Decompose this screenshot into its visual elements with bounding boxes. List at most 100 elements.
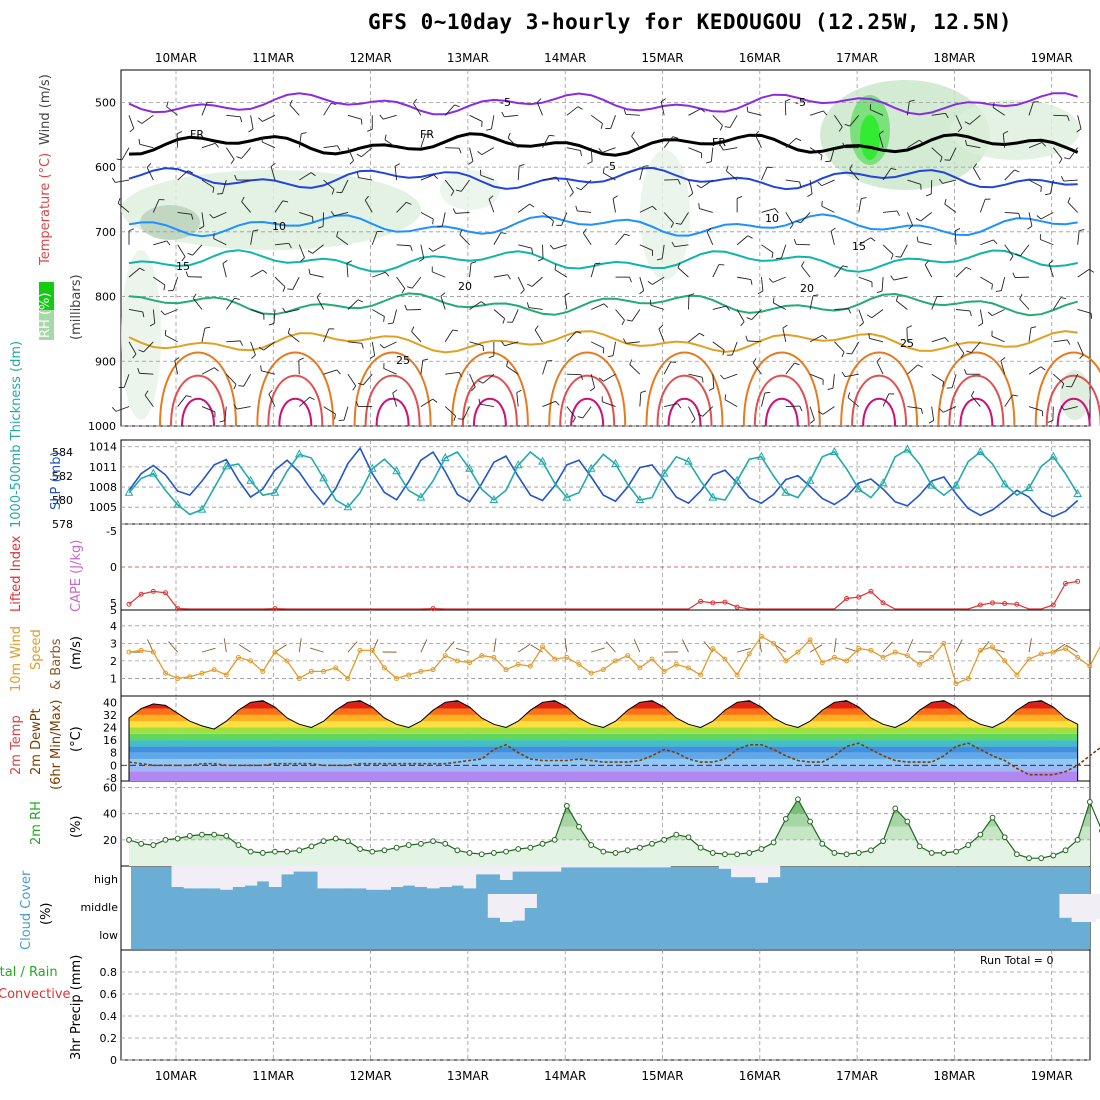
- wind-speed-point: [418, 668, 424, 674]
- wind-barb: [675, 212, 689, 225]
- barb-staff: [1000, 277, 1006, 291]
- wind-barb: [639, 244, 654, 256]
- wind-barb: [174, 357, 180, 375]
- rh-point: [916, 843, 923, 850]
- barb-staff: [177, 170, 189, 181]
- barb-flag: [747, 235, 753, 239]
- wind-barb: [444, 179, 455, 196]
- wind-barb: [152, 199, 165, 213]
- temp-tick: -8: [106, 772, 117, 785]
- thickness-point: [489, 494, 499, 503]
- thickness-point: [1000, 479, 1010, 488]
- barb-flag: [309, 396, 315, 400]
- wind-barb: [944, 198, 957, 213]
- li-tick: 0: [110, 561, 117, 574]
- barb-flag: [846, 352, 852, 355]
- barb-staff: [702, 406, 714, 417]
- barb-staff: [491, 115, 495, 130]
- barb-flag: [1079, 228, 1085, 232]
- wind-speed-point: [150, 649, 156, 655]
- wind-barb: [153, 240, 171, 246]
- barb-flag: [369, 355, 375, 359]
- wind-barb: [526, 302, 543, 310]
- wind-barb: [542, 360, 553, 375]
- cloud-gap: [439, 866, 452, 887]
- barb-staff: [858, 276, 873, 283]
- barb-flag: [166, 101, 169, 107]
- wind-barb: [468, 147, 474, 165]
- wind-barb: [736, 235, 753, 246]
- barb-flag: [822, 334, 827, 340]
- barb-flag: [428, 247, 434, 252]
- barb-flag: [700, 108, 706, 113]
- ylabel-temperature: Temperature (°C): [38, 153, 53, 266]
- barb-flag: [289, 99, 293, 106]
- barb-staff: [312, 244, 324, 254]
- wind-barb: [199, 212, 205, 230]
- barb-staff: [382, 114, 397, 120]
- wind-barb: [931, 147, 943, 163]
- barb-flag: [589, 387, 595, 392]
- wind-barb: [726, 341, 738, 356]
- barb-staff: [1052, 147, 1063, 159]
- barb-staff: [222, 179, 227, 194]
- barb-flag: [500, 232, 507, 234]
- barb-staff: [650, 304, 665, 310]
- wind-speed-point: [467, 660, 473, 666]
- barb-flag: [452, 208, 456, 214]
- cloud-gap: [633, 866, 647, 868]
- wind-barb: [954, 228, 961, 245]
- barb-staff: [661, 244, 665, 259]
- barb-staff: [966, 144, 981, 149]
- wind-barb: [1000, 357, 1006, 375]
- barb-flag: [726, 305, 730, 311]
- wind-barb: [367, 115, 373, 132]
- barb-staff: [372, 271, 386, 278]
- barb-flag: [842, 142, 846, 148]
- cloud-level-label: high: [94, 873, 118, 886]
- wind-barb: [261, 136, 276, 149]
- wind-barb: [890, 275, 908, 281]
- barb-flag: [551, 220, 554, 227]
- barb-staff: [712, 374, 715, 389]
- thickness-tick: 578: [52, 518, 73, 531]
- wind-barb: [841, 371, 859, 378]
- barb-flag: [357, 382, 364, 386]
- temp-tick: 40: [103, 696, 117, 709]
- wind-barb: [258, 114, 276, 122]
- barb-flag: [652, 205, 657, 211]
- thickness-point: [781, 487, 791, 496]
- barb-staff: [420, 398, 434, 407]
- barb-flag: [144, 390, 149, 396]
- barb-flag: [298, 357, 304, 361]
- barb-staff: [504, 341, 519, 347]
- barb-staff: [590, 374, 595, 388]
- barb-flag: [482, 345, 484, 352]
- barb-flag: [185, 271, 189, 277]
- wind-barb: [817, 179, 835, 187]
- barb-flag: [163, 284, 166, 291]
- barb-flag: [688, 293, 695, 296]
- barb-staff: [432, 244, 446, 252]
- wind-barb: [980, 239, 998, 246]
- barb-flag: [785, 98, 791, 102]
- barb-staff: [441, 212, 446, 227]
- wind-barb: [138, 138, 154, 149]
- wind-barb: [413, 98, 422, 116]
- barb-staff: [336, 236, 349, 246]
- barb-flag: [577, 416, 584, 419]
- barb-flag: [377, 230, 383, 233]
- barb-flag: [519, 163, 525, 167]
- wind-speed-point: [248, 658, 254, 664]
- barb-flag: [965, 266, 972, 271]
- ylabel-thickness: 1000-500mb Thickness (dm): [9, 341, 24, 528]
- cloud-gap: [451, 866, 464, 886]
- wind-barb: [1053, 339, 1071, 345]
- barb-staff: [420, 174, 435, 181]
- barb-flag: [1090, 313, 1093, 319]
- wind-speed-point: [1038, 651, 1044, 657]
- barb-staff: [809, 179, 813, 194]
- isotherm-loop: [1034, 351, 1100, 427]
- barb-staff: [241, 147, 251, 159]
- barb-flag: [818, 411, 824, 415]
